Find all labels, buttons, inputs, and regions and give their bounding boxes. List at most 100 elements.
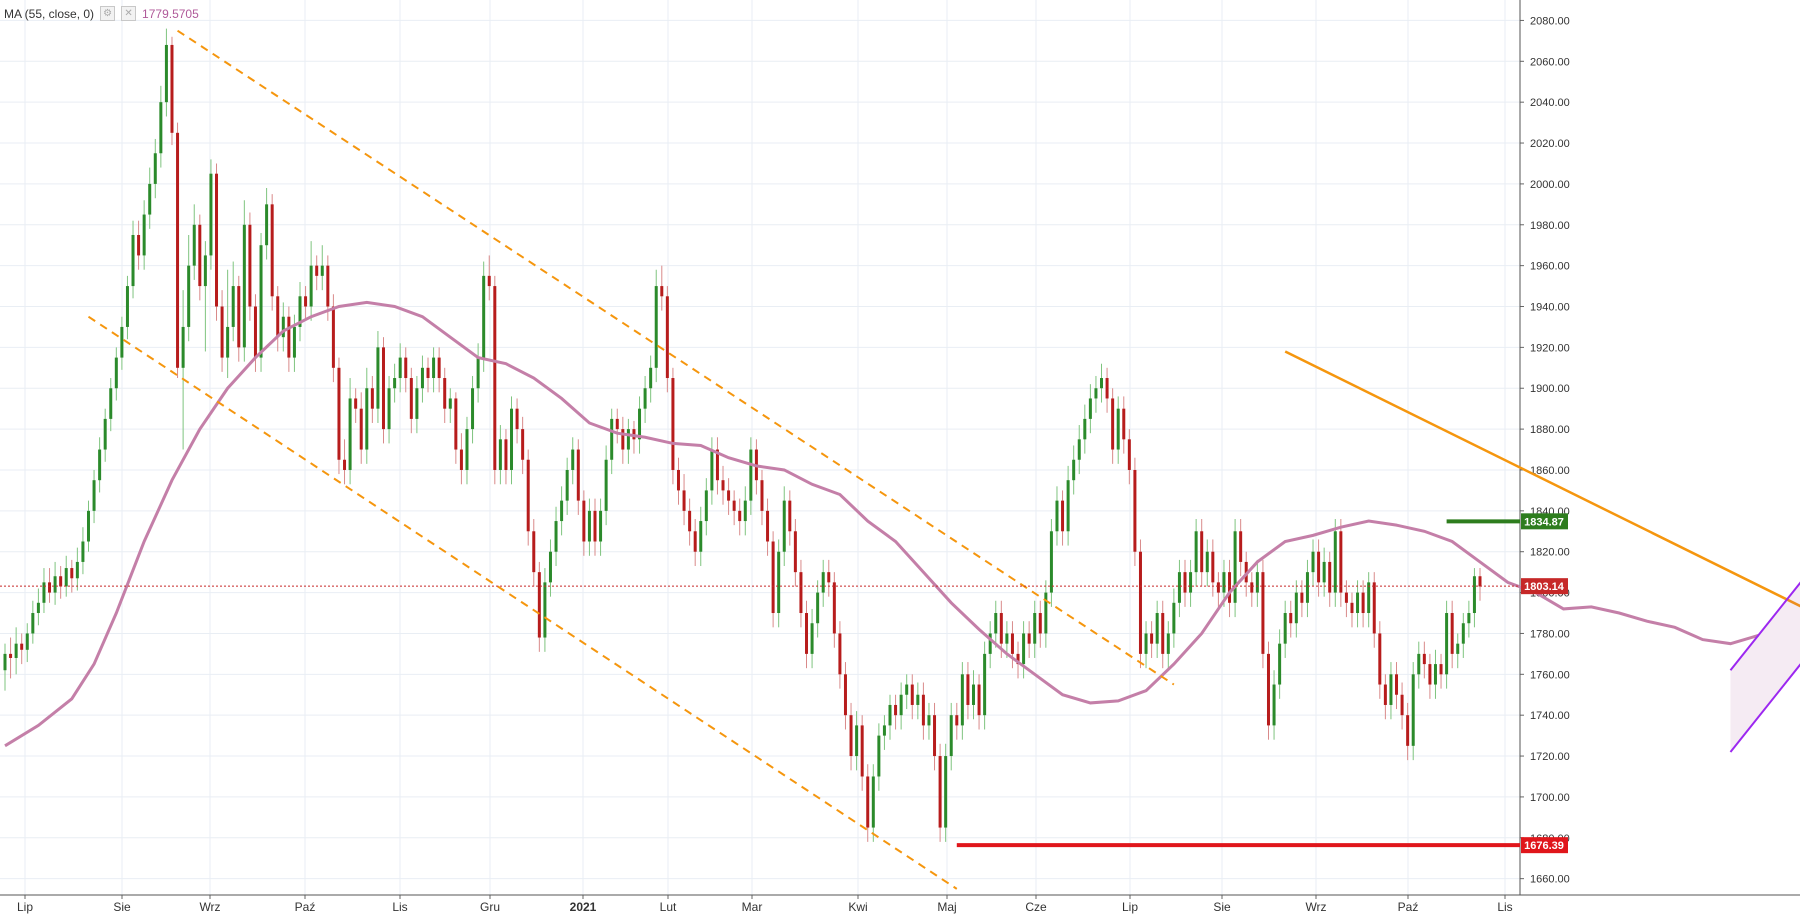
candle-body (1211, 551, 1215, 583)
candle-body (1072, 459, 1076, 481)
candle-body (476, 357, 480, 389)
candle-body (1094, 388, 1098, 399)
price-label-text: 1803.14 (1524, 581, 1565, 593)
candle-body (894, 704, 898, 716)
candle-body (526, 459, 530, 532)
candle-body (343, 459, 347, 470)
candle-body (209, 173, 213, 256)
candle-body (1372, 582, 1376, 634)
candle-body (448, 398, 452, 409)
candle-body (309, 265, 313, 307)
y-tick-label: 2040.00 (1530, 97, 1570, 109)
candle-body (571, 449, 575, 470)
candle-body (1439, 664, 1443, 675)
candle-body (1228, 572, 1232, 603)
candle-body (816, 592, 820, 624)
candle-body (704, 490, 708, 522)
y-tick-label: 1660.00 (1530, 874, 1570, 886)
candle-body (1428, 664, 1432, 685)
candle-body (1155, 613, 1159, 644)
candle-body (1055, 500, 1059, 532)
candle-body (1445, 613, 1449, 675)
resistance-trend-line (1284, 350, 1800, 608)
candle-body (1205, 551, 1209, 573)
candle-body (437, 357, 441, 379)
grid-lines (0, 0, 1520, 895)
candle-body (120, 326, 124, 358)
candle-body (304, 296, 308, 307)
candle-body (999, 613, 1003, 644)
candle-body (1344, 592, 1348, 603)
y-tick-label: 1780.00 (1530, 628, 1570, 640)
candle-body (888, 704, 892, 726)
candle-body (148, 183, 152, 215)
candle-body (187, 265, 191, 327)
candle-body (548, 551, 552, 583)
candle-body (292, 326, 296, 358)
candle-body (1138, 551, 1142, 654)
candle-body (125, 286, 129, 327)
candle-body (370, 388, 374, 409)
y-tick-label: 1860.00 (1530, 465, 1570, 477)
candle-body (1105, 378, 1109, 399)
x-tick-label: 2021 (570, 900, 597, 914)
candle-body (727, 490, 731, 501)
candle-body (1161, 613, 1165, 654)
candle-body (1333, 531, 1337, 593)
candle-body (426, 367, 430, 379)
candle-body (971, 684, 975, 705)
close-icon[interactable]: ✕ (121, 6, 137, 21)
candle-body (409, 378, 413, 419)
y-tick-label: 2020.00 (1530, 138, 1570, 150)
legend-indicator-value: 1779.5705 (142, 6, 199, 21)
candle-body (443, 378, 447, 409)
candle-body (331, 306, 335, 368)
candle-body (1328, 561, 1332, 593)
candle-body (454, 398, 458, 450)
candle-body (988, 633, 992, 654)
candle-body (231, 286, 235, 327)
candle-body (1010, 633, 1014, 654)
rising-channel-fill (1730, 583, 1800, 752)
candle-body (1278, 643, 1282, 685)
candle-body (98, 449, 102, 481)
candle-body (966, 674, 970, 705)
candle-body (109, 388, 113, 419)
candle-body (805, 613, 809, 654)
candle-body (1133, 469, 1137, 552)
candle-body (237, 286, 241, 348)
y-tick-label: 1720.00 (1530, 751, 1570, 763)
candle-body (1233, 531, 1237, 603)
candle-body (1216, 582, 1220, 593)
x-tick-label: Wrz (199, 900, 220, 914)
candle-body (1311, 551, 1315, 573)
x-tick-label: Sie (1213, 900, 1231, 914)
candle-body (565, 469, 569, 501)
candle-body (576, 449, 580, 501)
candle-body (788, 500, 792, 532)
candle-body (1283, 613, 1287, 644)
candle-body (459, 449, 463, 470)
candle-body (1239, 531, 1243, 562)
candle-body (777, 551, 781, 614)
y-tick-label: 1740.00 (1530, 710, 1570, 722)
candle-body (493, 286, 497, 470)
price-label-box (1521, 513, 1568, 530)
candle-body (587, 510, 591, 542)
candle-body (1383, 684, 1387, 705)
x-tick-label: Maj (937, 900, 956, 914)
x-tick-label: Lip (17, 900, 33, 914)
candle-body (1339, 531, 1343, 593)
candle-body (1272, 684, 1276, 726)
candle-body (933, 715, 937, 757)
candle-body (53, 576, 57, 593)
candle-body (482, 275, 486, 358)
candle-body (1417, 653, 1421, 675)
candle-body (699, 521, 703, 552)
settings-gear-icon[interactable]: ⚙ (100, 6, 116, 21)
candle-body (1016, 653, 1020, 665)
candle-body (554, 521, 558, 552)
candle-body (877, 735, 881, 777)
